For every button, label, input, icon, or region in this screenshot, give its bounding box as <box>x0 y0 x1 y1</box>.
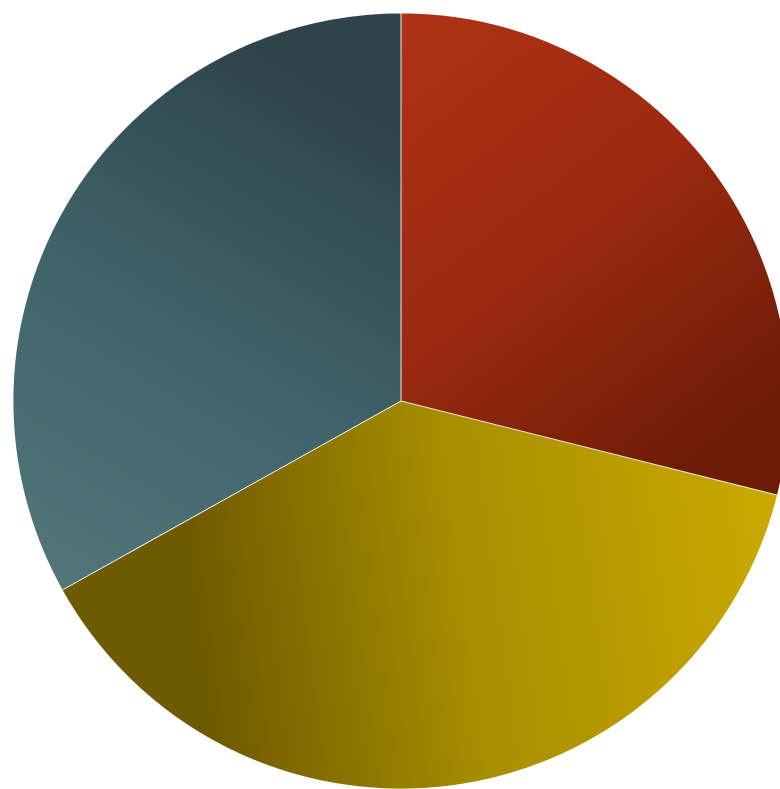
pie-slice-2 <box>61 400 778 789</box>
pie-slice-1 <box>400 12 780 496</box>
pie-slices <box>12 12 780 789</box>
pie-slice-3 <box>12 12 402 591</box>
